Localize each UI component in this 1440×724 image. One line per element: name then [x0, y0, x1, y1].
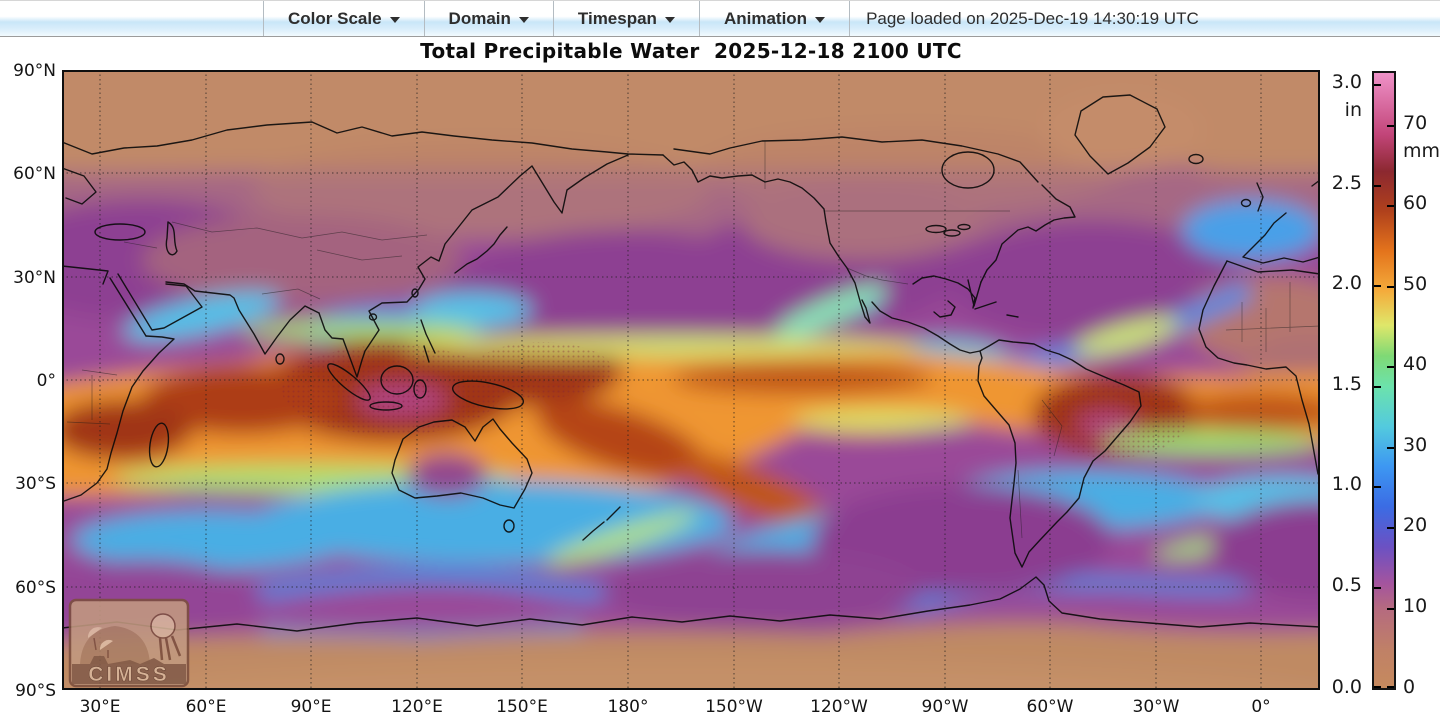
menu-timespan-label: Timespan — [577, 8, 657, 28]
lon-tick-label: 60°W — [1026, 697, 1074, 717]
colorbar-tick — [1374, 486, 1381, 488]
menu-timespan[interactable]: Timespan — [552, 1, 699, 36]
menubar-spacer — [0, 1, 263, 36]
lon-tick-label: 180° — [607, 697, 649, 717]
lat-tick-label: 90°N — [13, 61, 56, 81]
lat-tick-label: 90°S — [15, 681, 56, 701]
chevron-down-icon — [664, 16, 675, 23]
colorbar-tick — [1387, 527, 1394, 529]
page-loaded-status: Page loaded on 2025-Dec-19 14:30:19 UTC — [849, 1, 1215, 36]
lon-tick-label: 30°W — [1132, 697, 1180, 717]
colorbar-tick — [1387, 125, 1394, 127]
lat-tick-label: 30°S — [15, 474, 56, 494]
lon-tick-label: 90°W — [921, 697, 969, 717]
map-frame — [62, 70, 1320, 690]
colorbar-tick — [1374, 587, 1381, 589]
menu-animation[interactable]: Animation — [698, 1, 849, 36]
menu-color-scale[interactable]: Color Scale — [263, 1, 424, 36]
colorbar-in-label: 2.0 — [1331, 272, 1362, 294]
lat-tick-label: 60°S — [15, 578, 56, 598]
lon-tick-label: 150°W — [705, 697, 763, 717]
colorbar-tick — [1374, 84, 1381, 86]
lon-tick-label: 0° — [1251, 697, 1271, 717]
chevron-down-icon — [518, 16, 529, 23]
lat-tick-label: 0° — [36, 371, 56, 391]
menu-domain-label: Domain — [448, 8, 511, 28]
colorbar-in-label: 3.0 — [1331, 71, 1362, 93]
colorbar-in-label: 1.5 — [1331, 373, 1362, 395]
colorbar-tick — [1387, 286, 1394, 288]
colorbar-mm-label: 70 — [1403, 112, 1428, 134]
menubar: Color Scale Domain Timespan Animation Pa… — [0, 0, 1440, 37]
lon-tick-label: 150°E — [496, 697, 548, 717]
menu-animation-label: Animation — [723, 8, 808, 28]
colorbar-in-label: 2.5 — [1331, 172, 1362, 194]
colorbar-mm-label: 0 — [1403, 676, 1416, 698]
chevron-down-icon — [389, 16, 400, 23]
colorbar — [1372, 71, 1396, 690]
colorbar-mm-unit: mm — [1403, 140, 1440, 162]
lat-tick-label: 30°N — [13, 268, 56, 288]
colorbar-in-label: 0.0 — [1331, 676, 1362, 698]
lon-tick-label: 60°E — [185, 697, 227, 717]
colorbar-mm-label: 60 — [1403, 192, 1428, 214]
lon-tick-label: 120°E — [391, 697, 443, 717]
colorbar-tick — [1387, 447, 1394, 449]
colorbar-in-label: 1.0 — [1331, 473, 1362, 495]
coastlines — [61, 94, 1321, 632]
colorbar-mm-label: 50 — [1403, 273, 1428, 295]
country-borders — [66, 141, 1321, 539]
menu-domain[interactable]: Domain — [423, 1, 553, 36]
lat-tick-label: 60°N — [13, 164, 56, 184]
colorbar-mm-label: 20 — [1403, 514, 1428, 536]
colorbar-tick — [1387, 205, 1394, 207]
colorbar-mm-label: 10 — [1403, 595, 1428, 617]
lon-tick-label: 90°E — [290, 697, 332, 717]
tpw-map-canvas: CIMSS — [0, 30, 1430, 724]
colorbar-tick — [1387, 366, 1394, 368]
colorbar-mm-label: 40 — [1403, 353, 1428, 375]
colorbar-mm-label: 30 — [1403, 434, 1428, 456]
colorbar-tick — [1374, 686, 1381, 688]
colorbar-tick — [1374, 185, 1381, 187]
colorbar-tick — [1387, 686, 1394, 688]
cimss-logo: CIMSS — [68, 598, 190, 688]
colorbar-in-unit: in — [1344, 99, 1362, 121]
colorbar-in-label: 0.5 — [1331, 574, 1362, 596]
colorbar-tick — [1374, 285, 1381, 287]
plot-title: Total Precipitable Water 2025-12-18 2100… — [420, 39, 962, 63]
lon-tick-label: 30°E — [79, 697, 121, 717]
tpw-map: CIMSS — [0, 30, 1430, 724]
colorbar-tick — [1374, 386, 1381, 388]
cimss-logo-text: CIMSS — [88, 663, 170, 686]
colorbar-tick — [1387, 608, 1394, 610]
lon-tick-label: 120°W — [810, 697, 868, 717]
menu-color-scale-label: Color Scale — [288, 8, 382, 28]
chevron-down-icon — [815, 16, 826, 23]
